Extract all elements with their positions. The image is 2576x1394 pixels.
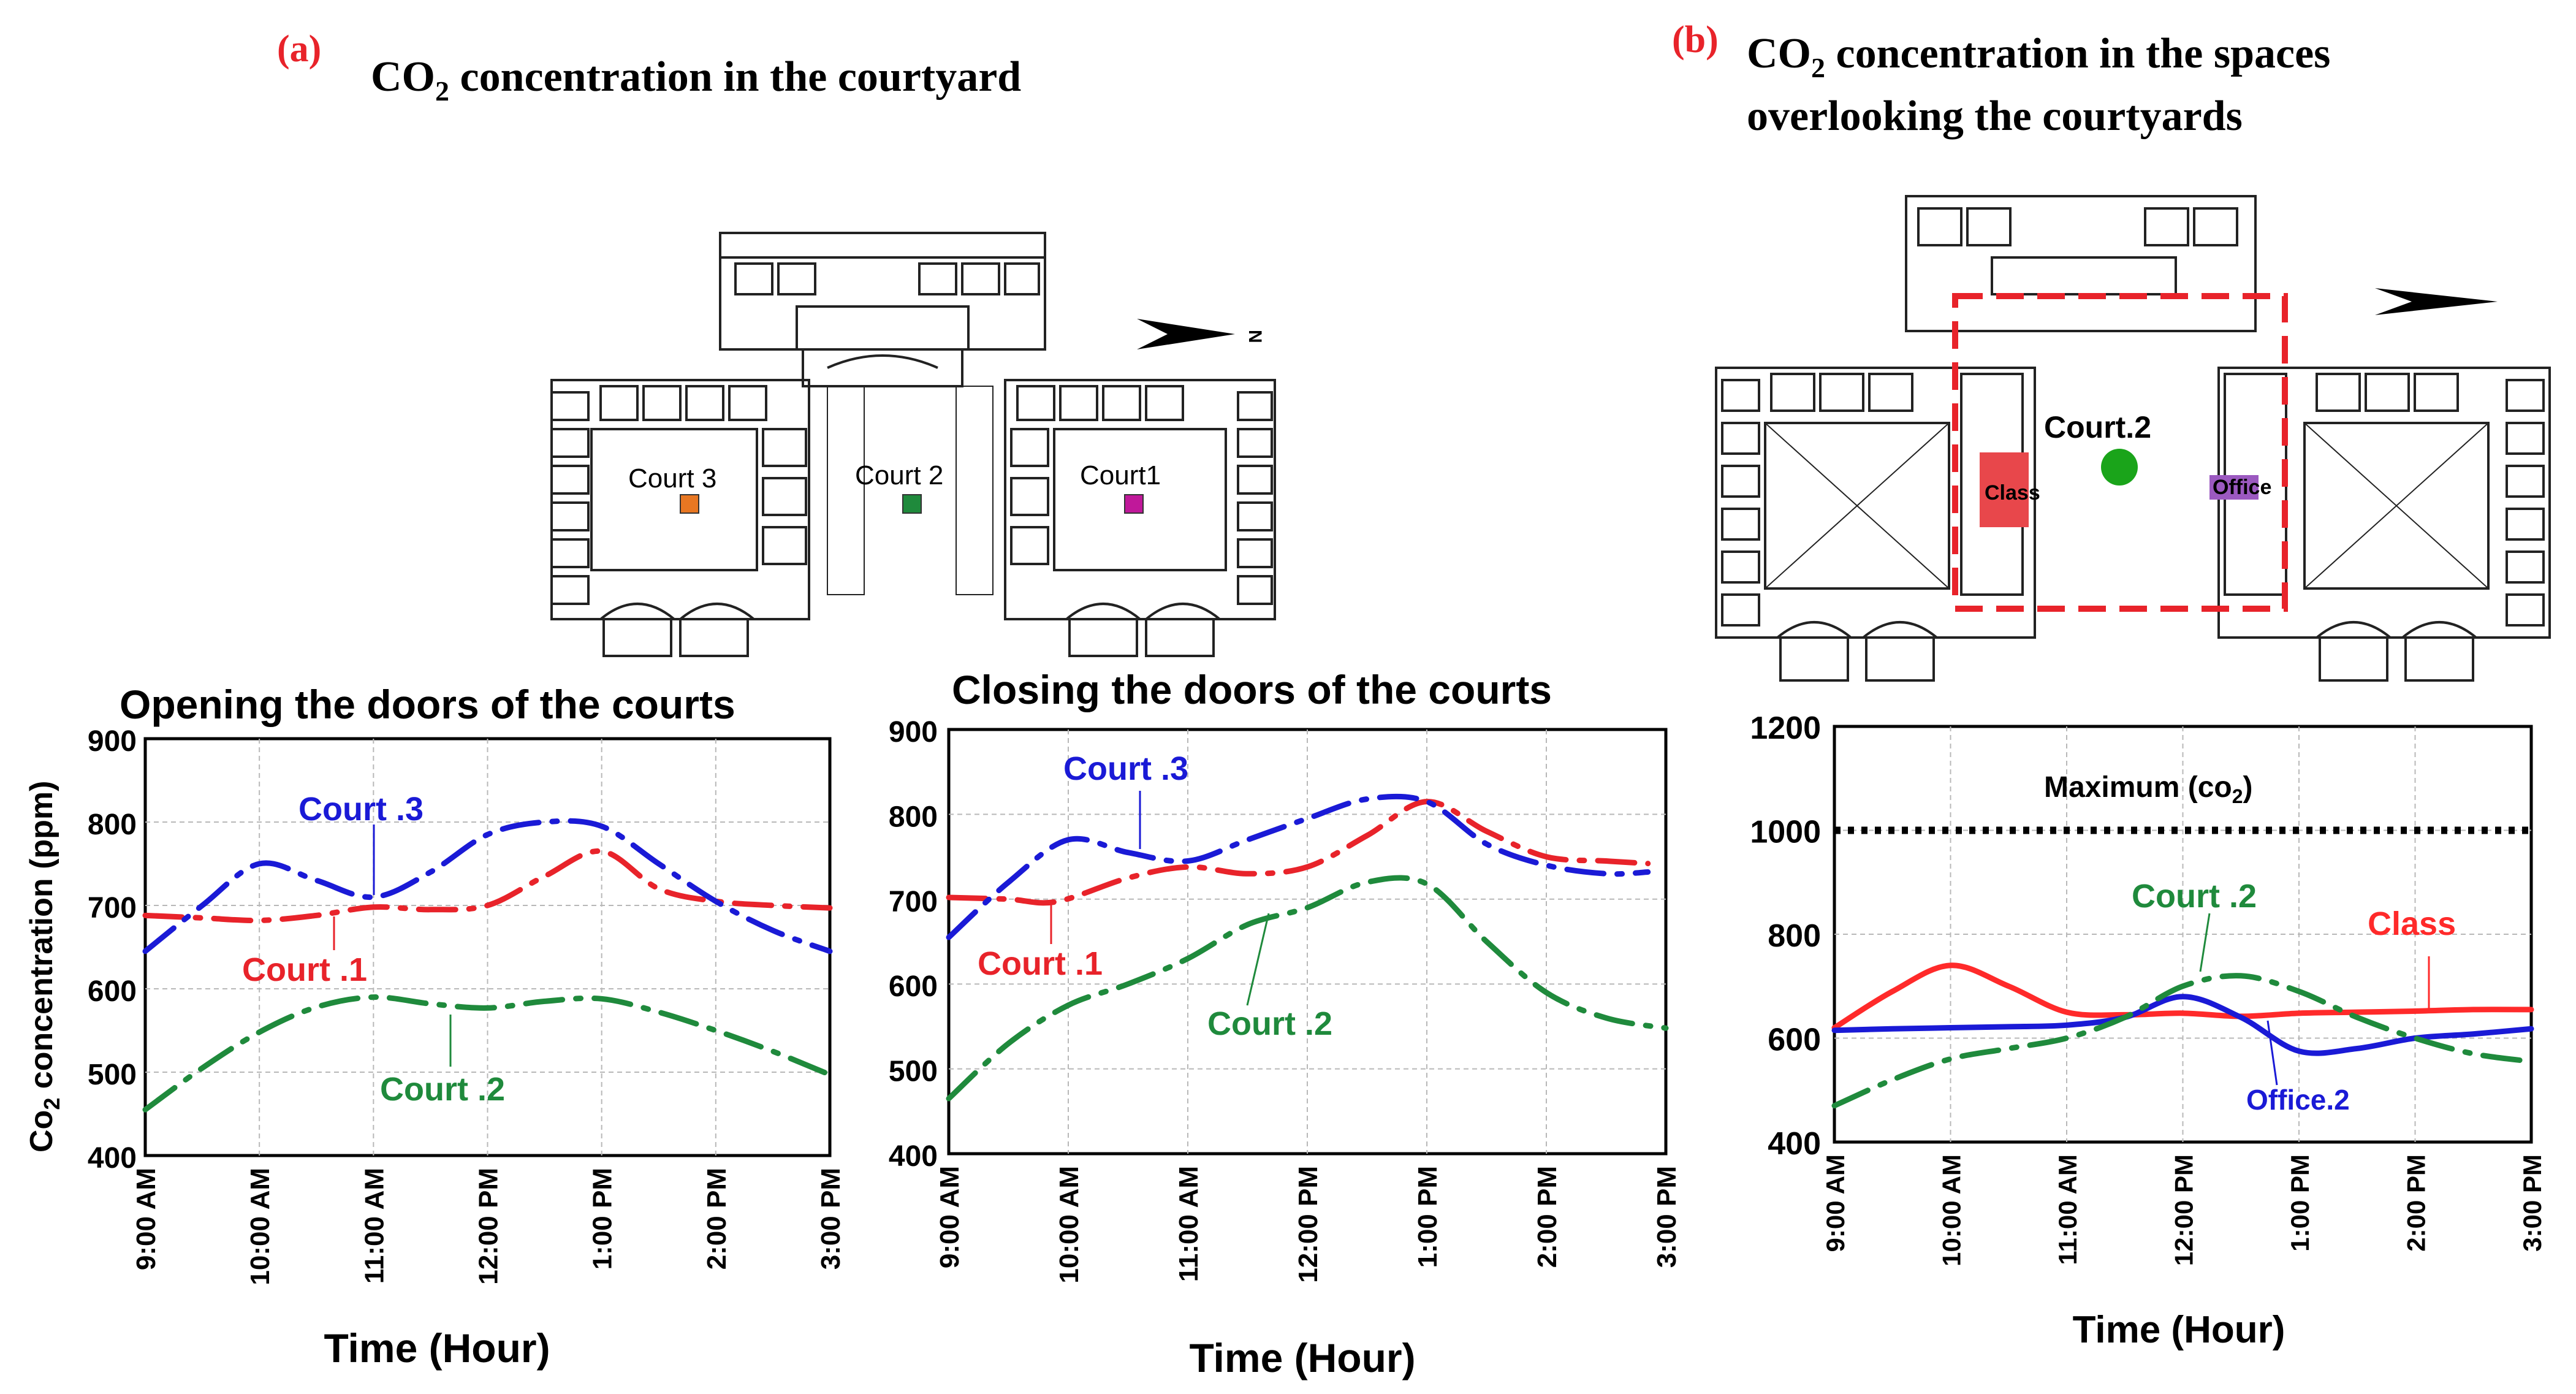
c1-ytick-label: 600 <box>88 975 137 1008</box>
chart3-ann-court2: Court .2 <box>2132 878 2257 915</box>
c2-xtick-label: 10:00 AM <box>1054 1166 1084 1284</box>
panel-b-label: (b) <box>1672 19 1719 61</box>
chart1-ylabel: Co2 concentration (ppm) <box>24 781 64 1152</box>
c2-xtick-label: 2:00 PM <box>1532 1166 1562 1268</box>
c1-ytick-label: 800 <box>88 809 137 841</box>
chart-opening: Opening the doors of the courts 400 500 60… <box>24 682 846 1371</box>
c3-xtick-label: 3:00 PM <box>2518 1154 2547 1252</box>
floor-plan-a <box>550 232 1276 657</box>
north-arrow-b-icon <box>2375 288 2498 315</box>
chart1-ann-court2: Court .2 <box>380 1071 505 1108</box>
c2-xtick-label: 11:00 AM <box>1174 1166 1204 1282</box>
chart-closing: Closing the doors of the courts 400 500 60… <box>889 667 1682 1381</box>
office-plan-label: Office <box>2213 476 2271 499</box>
c2-series-court-3 <box>946 793 1651 940</box>
c3-series-court-2 <box>1831 973 2534 1109</box>
chart3-ann-arrow-office <box>2266 1020 2278 1086</box>
c1-ytick-label: 400 <box>88 1142 137 1175</box>
c3-ytick-label: 800 <box>1768 918 1821 954</box>
c1-xtick-label: 9:00 AM <box>131 1168 161 1270</box>
c2-series-court-1 <box>946 799 1651 906</box>
panel-b-title-line1: CO2 concentration in the spaces <box>1747 30 2330 83</box>
court1-label: Court1 <box>1080 460 1161 490</box>
chart2-ann-court3: Court .3 <box>1063 750 1188 787</box>
panel-a-label: (a) <box>277 28 321 70</box>
c3-xtick-label: 2:00 PM <box>2402 1154 2431 1252</box>
panel-b-title-line2: overlooking the courtyards <box>1747 93 2243 140</box>
chart1-ann-court3: Court .3 <box>298 791 424 828</box>
court2-point <box>2101 449 2138 486</box>
chart2-xlabel: Time (Hour) <box>1189 1335 1415 1381</box>
north-label: N <box>1245 330 1265 343</box>
c1-xtick-label: 12:00 PM <box>474 1168 504 1285</box>
c2-xtick-label: 9:00 AM <box>935 1166 965 1268</box>
court1-marker <box>1124 494 1144 514</box>
chart1-ann-court1: Court .1 <box>242 951 367 988</box>
c1-xtick-label: 2:00 PM <box>702 1168 732 1270</box>
c2-series-court-2 <box>946 875 1669 1102</box>
c1-xtick-label: 3:00 PM <box>816 1168 846 1270</box>
c1-ytick-label: 500 <box>88 1059 137 1091</box>
c1-xtick-label: 11:00 AM <box>359 1168 389 1284</box>
office-highlight <box>2209 475 2259 500</box>
c2-ytick-label: 600 <box>889 970 938 1003</box>
chart2-ann-arrow-court2 <box>1246 913 1270 1006</box>
chart3-ann-class: Class <box>2368 905 2456 942</box>
c1-series-court-2 <box>142 994 833 1113</box>
c2-xtick-label: 3:00 PM <box>1652 1166 1682 1268</box>
c3-xtick-label: 9:00 AM <box>1821 1154 1850 1252</box>
c1-series-court-3 <box>142 818 833 954</box>
c3-ytick-label: 400 <box>1768 1126 1821 1162</box>
class-highlight <box>1980 452 2029 527</box>
c2-xtick-label: 1:00 PM <box>1413 1166 1443 1268</box>
c1-xtick-label: 1:00 PM <box>588 1168 618 1270</box>
chart1-title: Opening the doors of the courts <box>120 682 735 727</box>
floor-plan-b <box>1715 195 2551 682</box>
chart1-xlabel: Time (Hour) <box>324 1325 550 1371</box>
chart-spaces: 400 600 800 1000 1200 9:00 AM 10:00 AM 11:00 AM… <box>1750 710 2547 1351</box>
chart2-ann-court2: Court .2 <box>1207 1005 1332 1042</box>
chart2-ann-court1: Court .1 <box>978 945 1103 982</box>
study-boundary <box>1952 293 2288 612</box>
class-plan-label: Class <box>1985 481 2040 505</box>
c3-xtick-label: 1:00 PM <box>2285 1154 2314 1252</box>
chart3-ann-arrow-court2 <box>2199 913 2211 972</box>
c2-xtick-label: 12:00 PM <box>1293 1166 1323 1283</box>
chart3-xlabel: Time (Hour) <box>2073 1309 2285 1351</box>
panel-a-title: CO2 concentration in the courtyard <box>371 53 1021 107</box>
court2-plan-label: Court.2 <box>2044 410 2151 444</box>
c3-series-class <box>1831 962 2534 1031</box>
chart2-title: Closing the doors of the courts <box>952 667 1552 712</box>
c2-ytick-label: 900 <box>889 716 938 748</box>
c2-ytick-label: 500 <box>889 1056 938 1088</box>
c3-xtick-label: 10:00 AM <box>1937 1154 1966 1266</box>
c3-xtick-label: 11:00 AM <box>2053 1154 2082 1265</box>
court3-label: Court 3 <box>628 463 716 493</box>
north-arrow-icon <box>1137 319 1235 349</box>
c3-xtick-label: 12:00 PM <box>2170 1154 2198 1266</box>
max-reference-label: Maximum (co2) <box>2044 771 2253 807</box>
c2-ytick-label: 400 <box>889 1140 938 1173</box>
chart3-ann-office: Office.2 <box>2246 1084 2350 1116</box>
c1-ytick-label: 700 <box>88 892 137 924</box>
c3-ytick-label: 600 <box>1768 1023 1821 1058</box>
c3-ytick-label: 1200 <box>1750 710 1821 746</box>
c1-ytick-label: 900 <box>88 725 137 758</box>
c1-xtick-label: 10:00 AM <box>245 1168 275 1285</box>
c3-ytick-label: 1000 <box>1750 815 1821 850</box>
court2-label: Court 2 <box>855 460 943 490</box>
c2-ytick-label: 700 <box>889 886 938 918</box>
c2-ytick-label: 800 <box>889 801 938 833</box>
court2-marker <box>902 494 922 514</box>
court3-marker <box>680 494 699 514</box>
